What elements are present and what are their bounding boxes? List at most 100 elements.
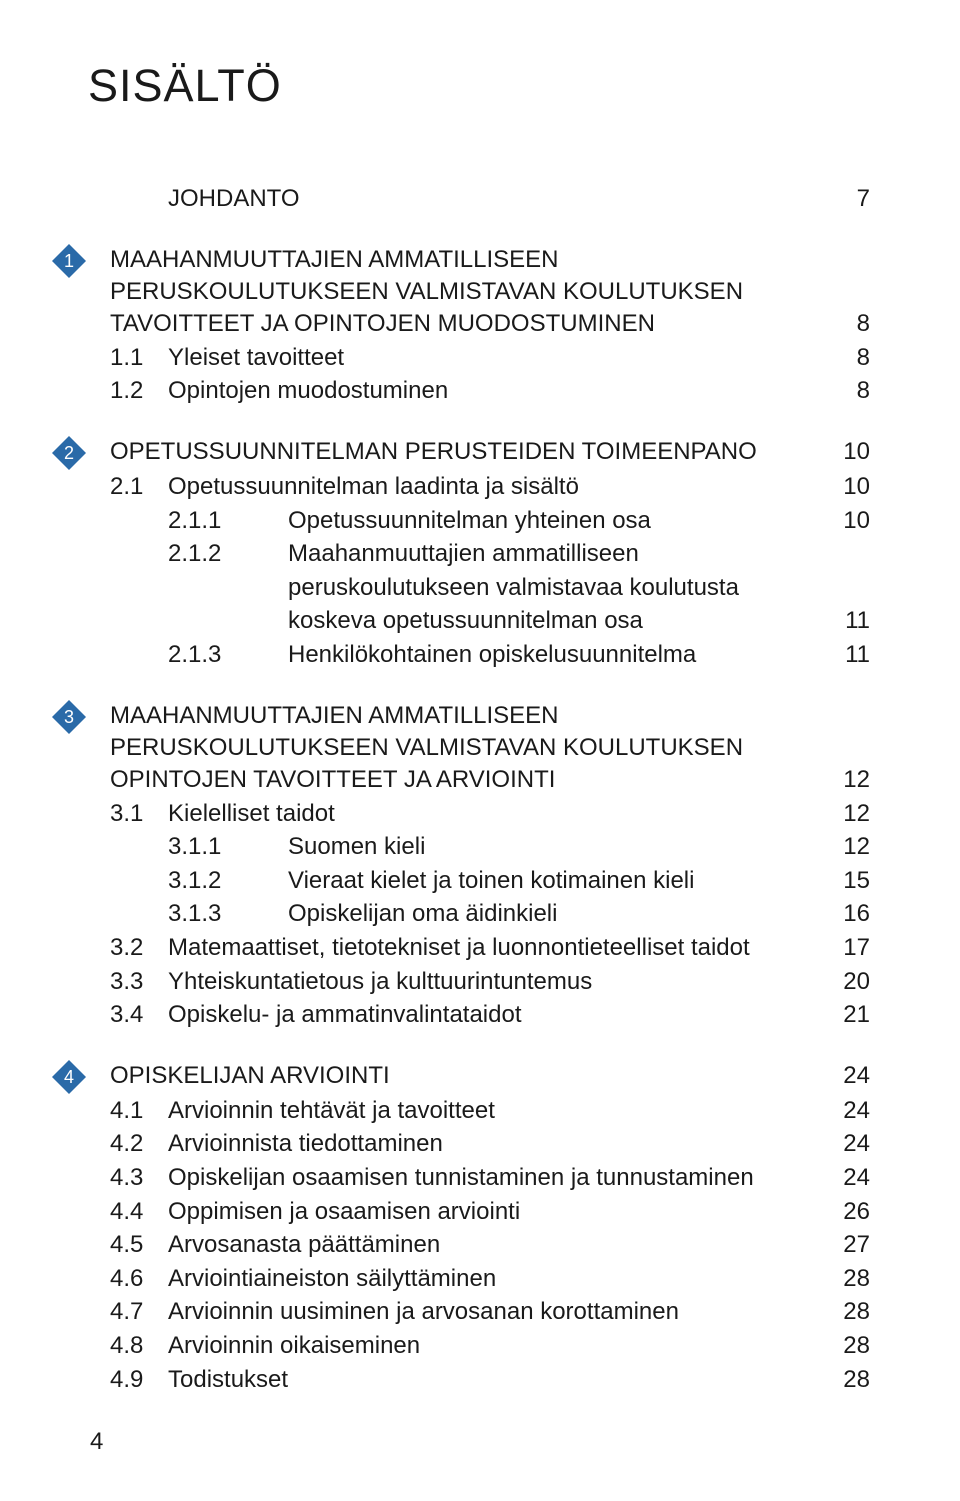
heading-page-empty (830, 700, 870, 765)
toc-row: 2.1.3 Henkilökohtainen opiskelusuunnitel… (110, 638, 870, 672)
toc-page: 16 (830, 897, 870, 931)
toc-row: 1.1 Yleiset tavoitteet 8 (110, 341, 870, 375)
section-bullet-num: 4 (64, 1067, 74, 1087)
toc-page: 11 (830, 638, 870, 672)
toc-page: 28 (830, 1329, 870, 1363)
toc-row: 4.6 Arviointiaineiston säilyttäminen 28 (110, 1262, 870, 1296)
toc-heading-4: 4 OPISKELIJAN ARVIOINTI 24 (110, 1060, 870, 1094)
toc-label: Vieraat kielet ja toinen kotimainen kiel… (288, 864, 830, 898)
toc-heading-3: 3 MAAHANMUUTTAJIEN AMMATILLISEEN PERUSKO… (110, 700, 870, 797)
toc-label: Opetussuunnitelman yhteinen osa (288, 504, 830, 538)
toc-label: Arvioinnin oikaiseminen (168, 1329, 830, 1363)
toc-num: 2.1 (110, 470, 168, 504)
toc-num: 4.6 (110, 1262, 168, 1296)
toc-page: 24 (830, 1094, 870, 1128)
toc-num: 1.2 (110, 374, 168, 408)
toc-num: 2.1.2 (110, 537, 288, 571)
toc-label: Oppimisen ja osaamisen arviointi (168, 1195, 830, 1229)
toc-page: 10 (830, 470, 870, 504)
toc-heading-2: 2 OPETUSSUUNNITELMAN PERUSTEIDEN TOIMEEN… (110, 436, 870, 470)
heading-label: JOHDANTO (168, 182, 830, 216)
toc-label: Matemaattiset, tietotekniset ja luonnont… (168, 931, 830, 965)
toc-label: Arvioinnin uusiminen ja arvosanan korott… (168, 1295, 830, 1329)
toc-page: 11 (830, 604, 870, 638)
toc-row: 3.1 Kielelliset taidot 12 (110, 797, 870, 831)
toc-label: Yleiset tavoitteet (168, 341, 830, 375)
toc-row: 4.1 Arvioinnin tehtävät ja tavoitteet 24 (110, 1094, 870, 1128)
toc-num: 1.1 (110, 341, 168, 375)
toc-label: Yhteiskuntatietous ja kulttuurintuntemus (168, 965, 830, 999)
toc-page: 8 (830, 374, 870, 408)
heading-text-line2: OPINTOJEN TAVOITTEET JA ARVIOINTI (110, 764, 830, 796)
toc-label: Opintojen muodostuminen (168, 374, 830, 408)
toc-page: 17 (830, 931, 870, 965)
heading-wrap: OPETUSSUUNNITELMAN PERUSTEIDEN TOIMEENPA… (110, 436, 870, 468)
toc-label: Opetussuunnitelman laadinta ja sisältö (168, 470, 830, 504)
heading-wrap: OPISKELIJAN ARVIOINTI 24 (110, 1060, 870, 1092)
heading-text-line1: MAAHANMUUTTAJIEN AMMATILLISEEN PERUSKOUL… (110, 700, 830, 765)
page: SISÄLTÖ JOHDANTO 7 1 MAAHA (0, 0, 960, 1501)
heading-text-line2: TAVOITTEET JA OPINTOJEN MUODOSTUMINEN (110, 308, 830, 340)
toc-page: 24 (830, 1127, 870, 1161)
toc-num: 3.2 (110, 931, 168, 965)
toc-num: 3.1.2 (110, 864, 288, 898)
toc-row: 3.1.3 Opiskelijan oma äidinkieli 16 (110, 897, 870, 931)
toc-num: 4.9 (110, 1363, 168, 1397)
toc-label: Henkilökohtainen opiskelusuunnitelma (288, 638, 830, 672)
toc-page: 20 (830, 965, 870, 999)
toc-block-2: 2 OPETUSSUUNNITELMAN PERUSTEIDEN TOIMEEN… (110, 436, 870, 672)
heading-page: 12 (830, 764, 870, 796)
toc-page: 12 (830, 797, 870, 831)
toc-label: Arvioinnin tehtävät ja tavoitteet (168, 1094, 830, 1128)
toc-row: 3.1.1 Suomen kieli 12 (110, 830, 870, 864)
toc-block-4: 4 OPISKELIJAN ARVIOINTI 24 4.1 Arvioinni… (110, 1060, 870, 1396)
section-bullet-3: 3 (52, 700, 110, 734)
toc-row: 3.2 Matemaattiset, tietotekniset ja luon… (110, 931, 870, 965)
toc-label: Opiskelu- ja ammatinvalintataidot (168, 998, 830, 1032)
heading-page: 10 (830, 436, 870, 468)
toc: JOHDANTO 7 1 MAAHANMUUTTAJIEN AMMATILLIS… (110, 182, 870, 1396)
toc-page: 28 (830, 1295, 870, 1329)
toc-num: 4.7 (110, 1295, 168, 1329)
toc-num: 2.1.1 (110, 504, 288, 538)
toc-num: 3.3 (110, 965, 168, 999)
toc-block-3: 3 MAAHANMUUTTAJIEN AMMATILLISEEN PERUSKO… (110, 700, 870, 1032)
toc-page: 12 (830, 830, 870, 864)
toc-row: 2.1.2 Maahanmuuttajien ammatilliseen per… (110, 537, 870, 604)
toc-page: 10 (830, 504, 870, 538)
section-bullet-2: 2 (52, 436, 110, 470)
toc-page: 28 (830, 1363, 870, 1397)
toc-row: 4.9 Todistukset 28 (110, 1363, 870, 1397)
section-bullet-num: 1 (64, 251, 74, 271)
toc-page: 27 (830, 1228, 870, 1262)
toc-num: 3.1.3 (110, 897, 288, 931)
toc-label: Kielelliset taidot (168, 797, 830, 831)
toc-label: koskeva opetussuunnitelman osa (288, 604, 830, 638)
heading-page-empty (830, 244, 870, 309)
page-title: SISÄLTÖ (88, 60, 870, 112)
heading-text: OPISKELIJAN ARVIOINTI (110, 1060, 830, 1092)
toc-row: 2.1 Opetussuunnitelman laadinta ja sisäl… (110, 470, 870, 504)
toc-label: Opiskelijan osaamisen tunnistaminen ja t… (168, 1161, 830, 1195)
heading-text: OPETUSSUUNNITELMAN PERUSTEIDEN TOIMEENPA… (110, 436, 830, 468)
toc-page: 8 (830, 341, 870, 375)
diamond-icon: 2 (52, 436, 86, 470)
toc-row: 3.3 Yhteiskuntatietous ja kulttuurintunt… (110, 965, 870, 999)
footer-page-number: 4 (90, 1428, 103, 1456)
toc-block-johdanto: JOHDANTO 7 (110, 182, 870, 216)
toc-row: 4.7 Arvioinnin uusiminen ja arvosanan ko… (110, 1295, 870, 1329)
toc-page: 24 (830, 1161, 870, 1195)
diamond-icon: 1 (52, 244, 86, 278)
heading-wrap: MAAHANMUUTTAJIEN AMMATILLISEEN PERUSKOUL… (110, 244, 870, 341)
toc-num: 3.1 (110, 797, 168, 831)
toc-label: Arvosanasta päättäminen (168, 1228, 830, 1262)
diamond-icon: 4 (52, 1060, 86, 1094)
toc-label: Todistukset (168, 1363, 830, 1397)
toc-row: 4.8 Arvioinnin oikaiseminen 28 (110, 1329, 870, 1363)
heading-page: 8 (830, 308, 870, 340)
toc-num: 4.8 (110, 1329, 168, 1363)
toc-row-continuation: koskeva opetussuunnitelman osa 11 (110, 604, 870, 638)
toc-num: 4.4 (110, 1195, 168, 1229)
toc-label: Arvioinnista tiedottaminen (168, 1127, 830, 1161)
heading-text-line1: MAAHANMUUTTAJIEN AMMATILLISEEN PERUSKOUL… (110, 244, 830, 309)
